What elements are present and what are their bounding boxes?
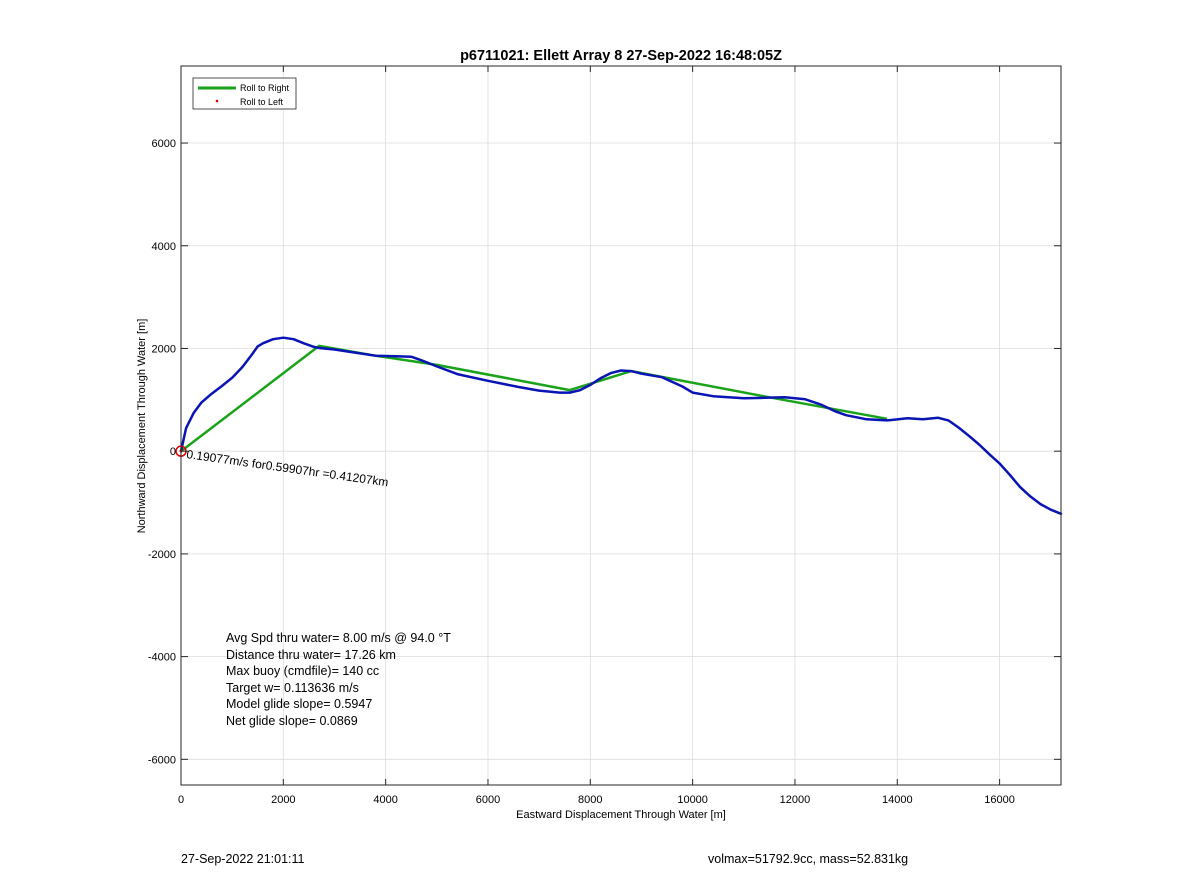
ticks: 0 2000 4000 6000 8000 10000 12000 14000 16000 -60… <box>148 66 1061 806</box>
chart-title: p6711021: Ellett Array 8 27-Sep-2022 16:… <box>460 48 782 64</box>
stats-line-model-glide: Model glide slope= 0.5947 <box>226 697 372 711</box>
y-tick-label: 2000 <box>152 343 176 355</box>
legend-roll-left-swatch <box>215 99 219 103</box>
x-tick-label: 2000 <box>271 794 295 806</box>
x-tick-label: 14000 <box>882 794 913 806</box>
footer-timestamp: 27-Sep-2022 21:01:11 <box>181 852 305 866</box>
x-tick-label: 12000 <box>780 794 811 806</box>
y-tick-label: -2000 <box>148 549 176 561</box>
legend-roll-right-label: Roll to Right <box>240 83 290 93</box>
footer-summary: volmax=51792.9cc, mass=52.831kg <box>708 852 909 866</box>
legend-box <box>192 77 297 110</box>
x-tick-label: 16000 <box>984 794 1015 806</box>
roll-right-series <box>180 344 888 453</box>
x-tick-label: 4000 <box>373 794 397 806</box>
stats-line-avg-speed: Avg Spd thru water= 8.00 m/s @ 94.0 °T <box>226 631 451 645</box>
y-tick-label: -4000 <box>148 652 176 664</box>
axes-box <box>180 65 1062 786</box>
glider-track-series <box>179 336 1063 516</box>
y-tick-label: 6000 <box>152 138 176 150</box>
y-axis-label: Northward Displacement Through Water [m] <box>136 319 148 534</box>
legend[interactable]: Roll to Right Roll to Left <box>192 77 297 110</box>
x-tick-label: 0 <box>178 794 184 806</box>
plot-background <box>181 66 1061 785</box>
y-tick-label: -6000 <box>148 754 176 766</box>
y-tick-label: 0 <box>170 446 176 458</box>
legend-roll-left-label: Roll to Left <box>240 97 284 107</box>
stats-line-max-buoy: Max buoy (cmdfile)= 140 cc <box>226 664 379 678</box>
x-tick-label: 6000 <box>476 794 500 806</box>
x-tick-label: 8000 <box>578 794 602 806</box>
y-tick-label: 4000 <box>152 241 176 253</box>
stats-line-net-glide: Net glide slope= 0.0869 <box>226 714 358 728</box>
stats-line-target-w: Target w= 0.113636 m/s <box>226 681 359 695</box>
x-tick-label: 10000 <box>677 794 708 806</box>
x-axis-label: Eastward Displacement Through Water [m] <box>516 809 726 821</box>
stats-line-distance: Distance thru water= 17.26 km <box>226 648 396 662</box>
grid <box>180 66 1061 785</box>
